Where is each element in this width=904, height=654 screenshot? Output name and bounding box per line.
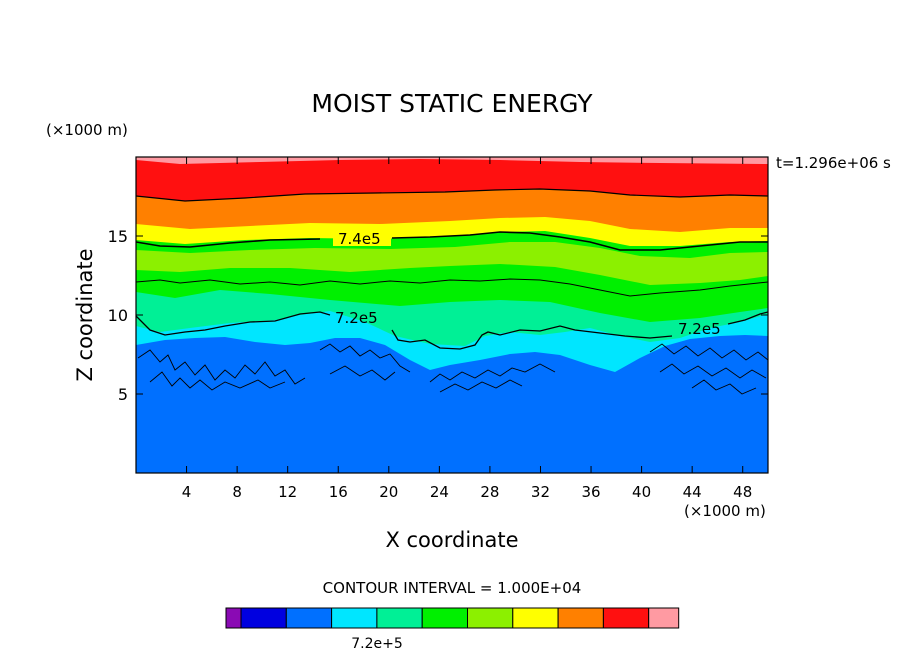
contour-line-7-2e5-left: [136, 311, 673, 350]
x-tick-label: 16: [329, 483, 348, 501]
contour-interval-label: CONTOUR INTERVAL = 1.000E+04: [323, 579, 582, 597]
y-axis: 5 10 15: [108, 227, 768, 404]
contour-label-bg-1: [333, 230, 391, 246]
colorbar-swatch: [240, 607, 287, 629]
y-tick-label: 10: [108, 306, 128, 325]
x-tick-label: 48: [733, 483, 752, 501]
colorbar-swatch: [376, 607, 423, 629]
contour-line-7-4e5: [136, 231, 768, 251]
x-unit-label: (×1000 m): [684, 502, 766, 520]
time-label: t=1.296e+06 s: [776, 154, 891, 172]
contour-lines: [136, 188, 768, 395]
x-axis-label: X coordinate: [385, 528, 518, 552]
x-tick-label: 20: [379, 483, 398, 501]
x-tick-label: 36: [581, 483, 600, 501]
x-tick-label: 4: [182, 483, 192, 501]
y-tick-label: 5: [118, 385, 128, 404]
colorbar: [225, 607, 680, 629]
contour-line-7-2e5-right: [727, 311, 768, 325]
y-tick-label: 15: [108, 227, 128, 246]
x-tick-label: 28: [480, 483, 499, 501]
x-tick-label: 40: [632, 483, 651, 501]
colorbar-swatch: [331, 607, 378, 629]
contour-label-7-4e5: 7.4e5: [338, 230, 381, 248]
contour-label-7-2e5-right: 7.2e5: [678, 320, 721, 338]
contour-label-7-2e5-left: 7.2e5: [335, 309, 378, 327]
colorbar-swatch: [421, 607, 469, 629]
plot-area: 7.4e5 7.2e5 7.2e5: [136, 157, 768, 473]
colorbar-swatch: [602, 607, 650, 629]
colorbar-swatch: [225, 607, 242, 629]
x-axis: 4 8 12 16 20 24 28 32 36 40 44 48: [182, 157, 752, 501]
colorbar-swatch: [467, 607, 514, 629]
y-axis-label: Z coordinate: [73, 248, 97, 381]
contour-line-upper: [136, 188, 768, 202]
x-tick-label: 44: [683, 483, 702, 501]
x-tick-label: 24: [430, 483, 449, 501]
colorbar-swatch: [512, 607, 559, 629]
colorbar-swatch: [648, 607, 680, 629]
colorbar-tick-label: 7.2e+5: [351, 636, 403, 652]
colorbar-swatch: [285, 607, 333, 629]
contour-line-mid: [136, 278, 768, 297]
turbulent-contours-boundary-layer: [137, 343, 768, 395]
x-tick-label: 12: [278, 483, 297, 501]
x-tick-label: 8: [232, 483, 242, 501]
y-unit-label: (×1000 m): [46, 121, 128, 139]
boundary-layer-fill: [136, 335, 768, 473]
x-tick-label: 32: [531, 483, 550, 501]
colorbar-swatch: [557, 607, 604, 629]
chart-title: MOIST STATIC ENERGY: [311, 89, 593, 118]
